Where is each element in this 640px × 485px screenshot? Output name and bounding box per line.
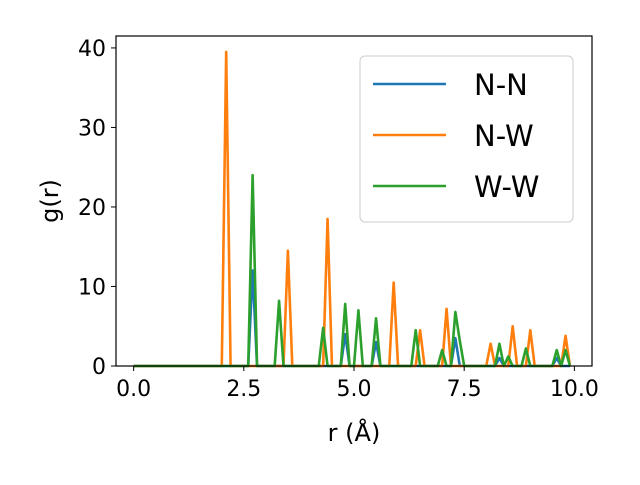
legend-label-n-n: N-N	[474, 68, 528, 102]
y-tick-label: 10	[78, 275, 106, 300]
y-axis-label: g(r)	[36, 179, 64, 223]
legend-label-w-w: W-W	[474, 170, 539, 204]
x-tick-label: 7.5	[447, 377, 482, 402]
y-tick-label: 0	[92, 355, 106, 380]
x-tick-label: 0.0	[116, 377, 151, 402]
x-tick-label: 10.0	[550, 377, 599, 402]
x-tick-label: 2.5	[226, 377, 261, 402]
x-axis-label: r (Å)	[328, 418, 381, 447]
series-line-n-n	[133, 269, 570, 368]
legend-box	[359, 55, 574, 223]
y-tick-label: 30	[78, 116, 106, 141]
ticks-layer: 0.0 2.5 5.0 7.5 10.0 0 10 20 30 40	[78, 37, 599, 402]
legend: N-N N-W W-W	[359, 55, 574, 223]
x-tick-label: 5.0	[337, 377, 372, 402]
y-tick-label: 20	[78, 196, 106, 221]
y-tick-label: 40	[78, 37, 106, 62]
legend-label-n-w: N-W	[474, 119, 534, 153]
